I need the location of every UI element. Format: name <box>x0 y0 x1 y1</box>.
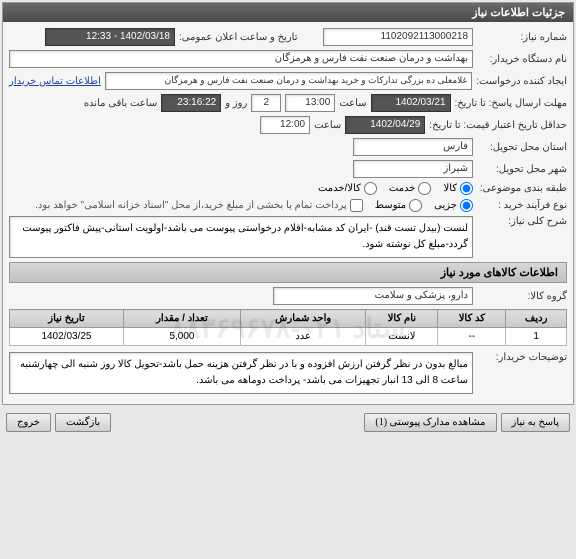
attachments-button[interactable]: مشاهده مدارک پیوستی (1) <box>364 413 496 432</box>
announce-date-label: تاریخ و ساعت اعلان عمومی: <box>179 32 319 43</box>
radio-goods-label: کالا <box>443 183 457 194</box>
row-city: شهر محل تحویل: شیراز <box>9 160 567 178</box>
exit-button[interactable]: خروج <box>6 413 51 432</box>
row-buyer: نام دستگاه خریدار: بهداشت و درمان صنعت ن… <box>9 50 567 68</box>
radio-goods-service-input[interactable] <box>364 182 377 195</box>
need-desc-box: لنست (بیدل تست قند) -ایران کد مشابه-اقلا… <box>9 216 473 258</box>
category-label: طبقه بندی موضوعی: <box>477 183 567 194</box>
td-qty: 5,000 <box>123 328 240 346</box>
group-label: گروه کالا: <box>477 291 567 302</box>
deadline-time-field: 13:00 <box>285 94 335 112</box>
remain-label: ساعت باقی مانده <box>84 98 157 109</box>
footer-left-group: پاسخ به نیاز مشاهده مدارک پیوستی (1) <box>364 413 570 432</box>
announce-date-field: 1402/03/18 - 12:33 <box>45 28 175 46</box>
radio-goods-input[interactable] <box>460 182 473 195</box>
day-label: روز و <box>225 98 247 109</box>
radio-medium-label: متوسط <box>375 200 406 211</box>
time-label-2: ساعت <box>314 120 341 131</box>
goods-table: ردیف کد کالا نام کالا واحد شمارش تعداد /… <box>9 309 567 346</box>
row-province: استان محل تحویل: فارس <box>9 138 567 156</box>
radio-goods-service[interactable]: کالا/خدمت <box>318 182 377 195</box>
buyer-notes-label: توضیحات خریدار: <box>477 352 567 363</box>
th-code: کد کالا <box>438 310 506 328</box>
days-left-field: 2 <box>251 94 281 112</box>
creator-field: غلامعلی ده بزرگی تدارکات و خرید بهداشت و… <box>105 72 472 90</box>
td-code: -- <box>438 328 506 346</box>
table-header-row: ردیف کد کالا نام کالا واحد شمارش تعداد /… <box>10 310 567 328</box>
row-validity: حداقل تاریخ اعتبار قیمت: تا تاریخ: 1402/… <box>9 116 567 134</box>
payment-checkbox[interactable] <box>350 199 363 212</box>
th-unit: واحد شمارش <box>240 310 365 328</box>
creator-label: ایجاد کننده درخواست: <box>476 76 567 87</box>
radio-medium[interactable]: متوسط <box>375 199 422 212</box>
td-unit: عدد <box>240 328 365 346</box>
back-button[interactable]: بازگشت <box>55 413 111 432</box>
validity-time-field: 12:00 <box>260 116 310 134</box>
th-date: تاریخ نیاز <box>10 310 124 328</box>
need-number-label: شماره نیاز: <box>477 32 567 43</box>
row-category: طبقه بندی موضوعی: کالا خدمت کالا/خدمت <box>9 182 567 195</box>
radio-goods-service-label: کالا/خدمت <box>318 183 361 194</box>
buyer-name-label: نام دستگاه خریدار: <box>477 54 567 65</box>
province-label: استان محل تحویل: <box>477 142 567 153</box>
group-field: دارو، پزشکی و سلامت <box>273 287 473 305</box>
need-desc-label: شرح کلی نیاز: <box>477 216 567 227</box>
td-date: 1402/03/25 <box>10 328 124 346</box>
table-container: ستاد ۰۲۱-۸۸۳۶۹۶۷۸ ردیف کد کالا نام کالا … <box>9 309 567 346</box>
th-qty: تعداد / مقدار <box>123 310 240 328</box>
td-row: 1 <box>506 328 567 346</box>
process-radio-group: جزیی متوسط <box>375 199 473 212</box>
validity-label: حداقل تاریخ اعتبار قیمت: تا تاریخ: <box>429 120 567 131</box>
city-field: شیراز <box>353 160 473 178</box>
time-left-field: 23:16:22 <box>161 94 221 112</box>
validity-date-field: 1402/04/29 <box>345 116 425 134</box>
table-row[interactable]: 1 -- لانست عدد 5,000 1402/03/25 <box>10 328 567 346</box>
payment-note-label: پرداخت تمام یا بخشی از مبلغ خرید،از محل … <box>35 200 347 211</box>
process-label: نوع فرآیند خرید : <box>477 200 567 211</box>
time-label-1: ساعت <box>339 98 366 109</box>
row-process: نوع فرآیند خرید : جزیی متوسط پرداخت تمام… <box>9 199 567 212</box>
radio-goods[interactable]: کالا <box>443 182 473 195</box>
buyer-notes-box: مبالغ بدون در نظر گرفتن ارزش افزوده و با… <box>9 352 473 394</box>
radio-partial-input[interactable] <box>460 199 473 212</box>
radio-partial-label: جزیی <box>434 200 457 211</box>
contact-link[interactable]: اطلاعات تماس خریدار <box>9 76 101 87</box>
th-row: ردیف <box>506 310 567 328</box>
footer-buttons: پاسخ به نیاز مشاهده مدارک پیوستی (1) باز… <box>0 407 576 438</box>
row-deadline: مهلت ارسال پاسخ: تا تاریخ: 1402/03/21 سا… <box>9 94 567 112</box>
radio-medium-input[interactable] <box>409 199 422 212</box>
footer-right-group: بازگشت خروج <box>6 413 111 432</box>
row-creator: ایجاد کننده درخواست: غلامعلی ده بزرگی تد… <box>9 72 567 90</box>
radio-service-input[interactable] <box>418 182 431 195</box>
category-radio-group: کالا خدمت کالا/خدمت <box>318 182 473 195</box>
panel-body: شماره نیاز: 1102092113000218 تاریخ و ساع… <box>3 22 573 404</box>
panel-title: جزئیات اطلاعات نیاز <box>3 3 573 22</box>
radio-service[interactable]: خدمت <box>389 182 432 195</box>
th-name: نام کالا <box>366 310 438 328</box>
need-number-field: 1102092113000218 <box>323 28 473 46</box>
row-buyer-notes: توضیحات خریدار: مبالغ بدون در نظر گرفتن … <box>9 352 567 394</box>
respond-button[interactable]: پاسخ به نیاز <box>501 413 571 432</box>
radio-service-label: خدمت <box>389 183 416 194</box>
row-need-desc: شرح کلی نیاز: لنست (بیدل تست قند) -ایران… <box>9 216 567 258</box>
td-name: لانست <box>366 328 438 346</box>
radio-partial[interactable]: جزیی <box>434 199 473 212</box>
payment-check[interactable]: پرداخت تمام یا بخشی از مبلغ خرید،از محل … <box>35 199 363 212</box>
city-label: شهر محل تحویل: <box>477 164 567 175</box>
goods-section-title: اطلاعات کالاهای مورد نیاز <box>9 262 567 283</box>
province-field: فارس <box>353 138 473 156</box>
deadline-date-field: 1402/03/21 <box>371 94 451 112</box>
details-panel: جزئیات اطلاعات نیاز شماره نیاز: 11020921… <box>2 2 574 405</box>
deadline-label: مهلت ارسال پاسخ: تا تاریخ: <box>455 98 567 109</box>
buyer-name-field: بهداشت و درمان صنعت نفت فارس و هرمزگان <box>9 50 473 68</box>
row-need-number: شماره نیاز: 1102092113000218 تاریخ و ساع… <box>9 28 567 46</box>
row-group: گروه کالا: دارو، پزشکی و سلامت <box>9 287 567 305</box>
